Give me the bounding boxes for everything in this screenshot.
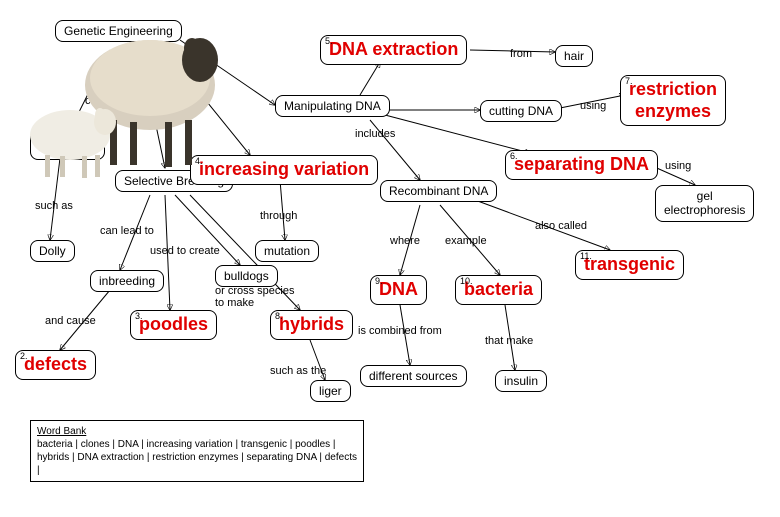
node-transgenic: 11.transgenic — [575, 250, 684, 280]
node-number: 1. — [35, 131, 43, 142]
node-defects: 2.defects — [15, 350, 96, 380]
node-liger: liger — [310, 380, 351, 402]
node-text: hybrids — [279, 314, 344, 334]
node-dnaext: 5.DNA extraction — [320, 35, 467, 65]
node-text: Recombinant DNA — [389, 184, 488, 198]
node-text: increasing variation — [199, 159, 369, 179]
node-text: separating DNA — [514, 154, 649, 174]
node-text: clones — [39, 134, 96, 154]
node-text: cutting DNA — [489, 104, 553, 118]
node-number: 10. — [460, 276, 473, 287]
node-text: bacteria — [464, 279, 533, 299]
node-text: DNA — [379, 279, 418, 299]
node-text: gelelectrophoresis — [664, 189, 745, 217]
node-number: 9. — [375, 276, 383, 287]
node-text: bulldogs — [224, 269, 269, 283]
edge-label-manip-dnaext: includes — [355, 128, 395, 140]
node-number: 6. — [510, 151, 518, 162]
node-root: Genetic Engineering — [55, 20, 182, 42]
node-hair: hair — [555, 45, 593, 67]
node-number: 3. — [135, 311, 143, 322]
node-hybrids: 8.hybrids — [270, 310, 353, 340]
node-inbreed: inbreeding — [90, 270, 164, 292]
node-incvar: 4.increasing variation — [190, 155, 378, 185]
edge-label-recomb-bacteria: example — [445, 235, 487, 247]
edge-label-selbreed-bulldogs: used to create — [150, 245, 220, 257]
node-number: 2. — [20, 351, 28, 362]
node-number: 7. — [625, 76, 633, 87]
node-text: restrictionenzymes — [629, 79, 717, 121]
edge-label-sepdna-gel: using — [665, 160, 691, 172]
edge-root-selbreed — [140, 50, 165, 168]
node-dolly: Dolly — [30, 240, 75, 262]
node-manip: Manipulating DNA — [275, 95, 390, 117]
node-text: different sources — [369, 369, 458, 383]
node-sepdna: 6.separating DNA — [505, 150, 658, 180]
node-text: hair — [564, 49, 584, 63]
node-text: Dolly — [39, 244, 66, 258]
edge-root-incvar — [165, 50, 250, 155]
node-text: defects — [24, 354, 87, 374]
edge-label-recomb-transgenic: also called — [535, 220, 587, 232]
edge-label-inbreed-defects: and cause — [45, 315, 96, 327]
node-number: 8. — [275, 311, 283, 322]
node-number: 11. — [580, 251, 592, 262]
edge-label-bacteria-insulin: that make — [485, 335, 533, 347]
node-text: Manipulating DNA — [284, 99, 381, 113]
edge-label-root-selbreed: includes — [160, 90, 200, 102]
node-text: Genetic Engineering — [64, 24, 173, 38]
node-restrict: 7.restrictionenzymes — [620, 75, 726, 126]
node-clones: 1.clones — [30, 130, 105, 160]
node-text: DNA extraction — [329, 39, 458, 59]
edge-label-selbreed-hybrids: or cross speciesto make — [215, 285, 294, 309]
node-diffsrc: different sources — [360, 365, 467, 387]
node-number: 5. — [325, 36, 333, 47]
edge-label-hybrids-liger: such as the — [270, 365, 326, 377]
node-text: insulin — [504, 374, 538, 388]
word-bank: Word Bank bacteria | clones | DNA | incr… — [30, 420, 364, 482]
edge-label-root-clones: can create — [85, 95, 136, 107]
node-mutation: mutation — [255, 240, 319, 262]
node-text: liger — [319, 384, 342, 398]
node-number: 4. — [195, 156, 203, 167]
edge-label-dna-diffsrc: is combined from — [358, 325, 442, 337]
edge-label-incvar-mutation: through — [260, 210, 297, 222]
node-text: transgenic — [584, 254, 675, 274]
edge-label-dnaext-hair: from — [510, 48, 532, 60]
edge-label-recomb-dna: where — [390, 235, 420, 247]
edge-manip-dnaext — [360, 62, 380, 95]
node-text: inbreeding — [99, 274, 155, 288]
node-poodles: 3.poodles — [130, 310, 217, 340]
node-recomb: Recombinant DNA — [380, 180, 497, 202]
edge-root-clones — [70, 50, 110, 130]
word-bank-text: bacteria | clones | DNA | increasing var… — [37, 439, 357, 476]
edge-label-clones-dolly: such as — [35, 200, 73, 212]
node-dna: 9.DNA — [370, 275, 427, 305]
edge-label-cutdna-restrict: using — [580, 100, 606, 112]
edge-label-selbreed-inbreed: can lead to — [100, 225, 154, 237]
node-text: poodles — [139, 314, 208, 334]
node-cutdna: cutting DNA — [480, 100, 562, 122]
node-gel: gelelectrophoresis — [655, 185, 754, 222]
node-insulin: insulin — [495, 370, 547, 392]
node-text: mutation — [264, 244, 310, 258]
word-bank-title: Word Bank — [37, 426, 86, 437]
node-bacteria: 10.bacteria — [455, 275, 542, 305]
edge-clones-dolly — [50, 158, 60, 240]
